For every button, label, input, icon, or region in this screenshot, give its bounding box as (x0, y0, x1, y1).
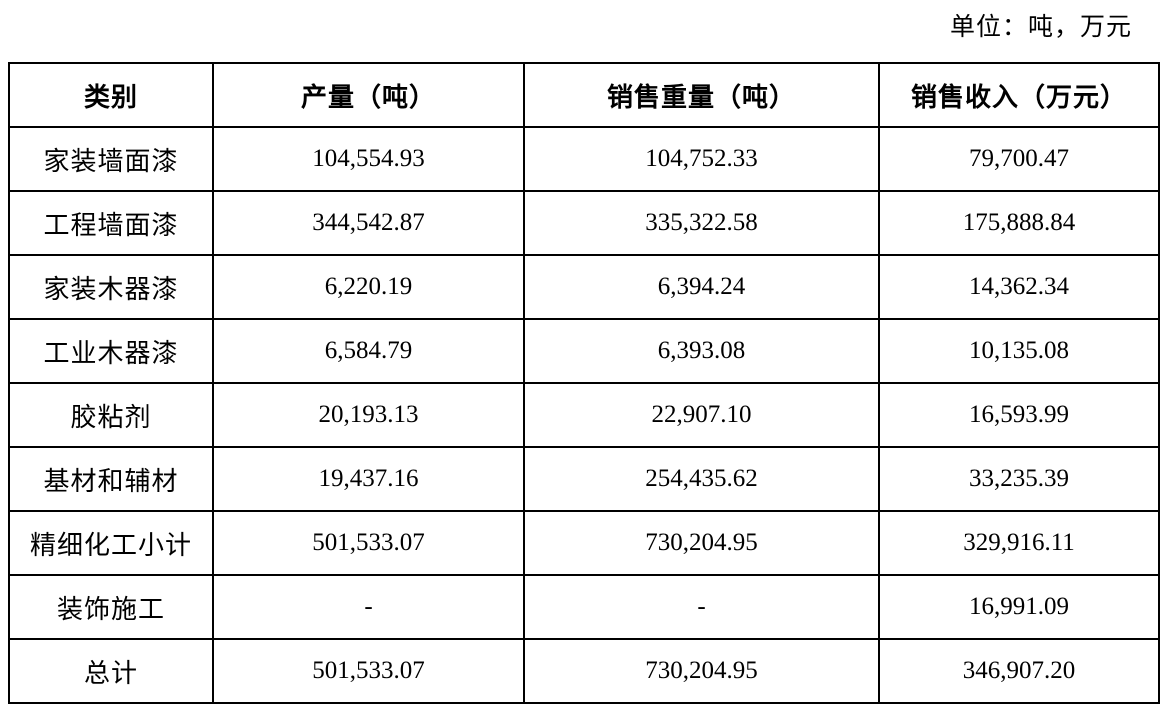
revenue-cell: 329,916.11 (878, 510, 1160, 576)
revenue-cell: 16,593.99 (878, 382, 1160, 448)
sales-weight-cell: 254,435.62 (523, 446, 880, 512)
sales-weight-cell: 22,907.10 (523, 382, 880, 448)
category-cell: 精细化工小计 (8, 510, 214, 576)
sales-weight-cell: 730,204.95 (523, 638, 880, 704)
production-cell: 6,584.79 (212, 318, 525, 384)
production-cell: 19,437.16 (212, 446, 525, 512)
category-cell: 基材和辅材 (8, 446, 214, 512)
sales-weight-cell: - (523, 574, 880, 640)
revenue-cell: 16,991.09 (878, 574, 1160, 640)
table-row: 家装墙面漆 104,554.93 104,752.33 79,700.47 (8, 126, 1160, 192)
table-row: 家装木器漆 6,220.19 6,394.24 14,362.34 (8, 254, 1160, 320)
unit-label: 单位：吨，万元 (949, 14, 1132, 41)
category-cell: 工程墙面漆 (8, 190, 214, 256)
table-row: 总计 501,533.07 730,204.95 346,907.20 (8, 638, 1160, 704)
table-row: 胶粘剂 20,193.13 22,907.10 16,593.99 (8, 382, 1160, 448)
category-cell: 家装木器漆 (8, 254, 214, 320)
sales-weight-cell: 335,322.58 (523, 190, 880, 256)
table-row: 工程墙面漆 344,542.87 335,322.58 175,888.84 (8, 190, 1160, 256)
table-row: 基材和辅材 19,437.16 254,435.62 33,235.39 (8, 446, 1160, 512)
sales-weight-cell: 730,204.95 (523, 510, 880, 576)
column-header-sales-revenue: 销售收入（万元） (878, 62, 1160, 128)
production-cell: - (212, 574, 525, 640)
revenue-cell: 175,888.84 (878, 190, 1160, 256)
category-cell: 装饰施工 (8, 574, 214, 640)
revenue-cell: 10,135.08 (878, 318, 1160, 384)
category-cell: 工业木器漆 (8, 318, 214, 384)
table-row: 装饰施工 - - 16,991.09 (8, 574, 1160, 640)
production-cell: 20,193.13 (212, 382, 525, 448)
table-row: 精细化工小计 501,533.07 730,204.95 329,916.11 (8, 510, 1160, 576)
revenue-cell: 33,235.39 (878, 446, 1160, 512)
column-header-production: 产量（吨） (212, 62, 525, 128)
revenue-cell: 79,700.47 (878, 126, 1160, 192)
category-cell: 胶粘剂 (8, 382, 214, 448)
header-row: 类别 产量（吨） 销售重量（吨） 销售收入（万元） (8, 62, 1160, 128)
category-cell: 总计 (8, 638, 214, 704)
table-body: 家装墙面漆 104,554.93 104,752.33 79,700.47 工程… (8, 126, 1160, 704)
sales-weight-cell: 6,393.08 (523, 318, 880, 384)
production-cell: 501,533.07 (212, 510, 525, 576)
sales-weight-cell: 104,752.33 (523, 126, 880, 192)
column-header-sales-weight: 销售重量（吨） (523, 62, 880, 128)
production-cell: 104,554.93 (212, 126, 525, 192)
table-header: 类别 产量（吨） 销售重量（吨） 销售收入（万元） (8, 62, 1160, 128)
sales-weight-cell: 6,394.24 (523, 254, 880, 320)
revenue-cell: 346,907.20 (878, 638, 1160, 704)
category-cell: 家装墙面漆 (8, 126, 214, 192)
production-cell: 344,542.87 (212, 190, 525, 256)
production-sales-table: 类别 产量（吨） 销售重量（吨） 销售收入（万元） 家装墙面漆 104,554.… (8, 62, 1160, 704)
column-header-category: 类别 (8, 62, 214, 128)
production-cell: 501,533.07 (212, 638, 525, 704)
production-cell: 6,220.19 (212, 254, 525, 320)
table-row: 工业木器漆 6,584.79 6,393.08 10,135.08 (8, 318, 1160, 384)
revenue-cell: 14,362.34 (878, 254, 1160, 320)
